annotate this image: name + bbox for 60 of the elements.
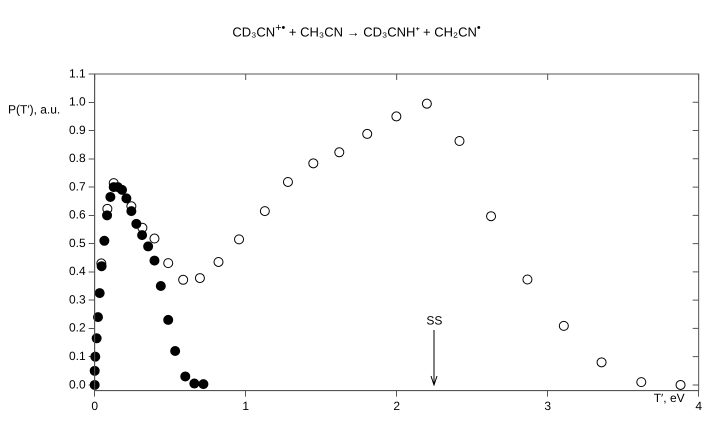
- point: [636, 377, 646, 388]
- y-tick-label: 1.0: [68, 94, 86, 109]
- point: [105, 192, 116, 202]
- y-tick-label: 0.9: [68, 122, 86, 137]
- point: [260, 206, 270, 216]
- point: [117, 184, 128, 195]
- y-tick-label: 0.8: [68, 151, 86, 166]
- y-tick-label: 0.7: [68, 179, 86, 194]
- y-tick-label: 0.5: [68, 236, 86, 250]
- point: [163, 258, 174, 268]
- y-tick-label: 0.3: [68, 292, 86, 306]
- point: [93, 312, 104, 322]
- point: [131, 218, 142, 229]
- y-tick-label: 0.2: [68, 320, 86, 335]
- chart-title: CD₃CN$^{+•}$ + CH₃CN → CD₃CNH⁺ + CH₂CN$^{•}$: [231, 22, 482, 40]
- point: [189, 378, 200, 389]
- y-tick-label: 1.1: [68, 66, 86, 80]
- x-tick-label: 3: [544, 399, 552, 414]
- point: [94, 288, 105, 298]
- point: [194, 273, 205, 284]
- point: [558, 320, 569, 331]
- y-tick-label: 0.0: [68, 377, 86, 392]
- point: [96, 261, 107, 272]
- point: [126, 206, 136, 216]
- point: [198, 379, 208, 390]
- point: [149, 234, 160, 244]
- point: [486, 211, 496, 222]
- point: [234, 234, 244, 244]
- point: [156, 281, 166, 292]
- point: [362, 128, 372, 139]
- point: [180, 371, 190, 382]
- point: [149, 256, 160, 266]
- y-tick-label: 0.1: [68, 348, 86, 363]
- point: [143, 241, 154, 252]
- point: [102, 210, 112, 220]
- point: [99, 236, 110, 246]
- point: [170, 346, 180, 356]
- point: [214, 256, 224, 267]
- point: [308, 158, 318, 168]
- point: [596, 357, 607, 368]
- point: [676, 380, 686, 390]
- point: [391, 111, 402, 122]
- y-tick-label: 0.4: [68, 264, 86, 278]
- point: [334, 147, 344, 158]
- point: [137, 230, 148, 240]
- point: [163, 314, 174, 325]
- point: [522, 274, 532, 285]
- point: [282, 176, 293, 187]
- point: [422, 98, 432, 109]
- point: [178, 274, 188, 285]
- x-axis-title: T′, eV: [654, 390, 685, 405]
- point: [454, 136, 464, 146]
- y-axis-title: P(T′), a.u.: [8, 102, 60, 117]
- x-tick-label: 0: [91, 399, 98, 414]
- x-tick-label: 1: [242, 399, 250, 414]
- ref-line-label: SS: [426, 313, 442, 328]
- point: [121, 193, 132, 204]
- y-tick-label: 0.6: [68, 208, 86, 222]
- x-tick-label: 2: [393, 399, 400, 414]
- x-tick-label: 4: [695, 399, 702, 414]
